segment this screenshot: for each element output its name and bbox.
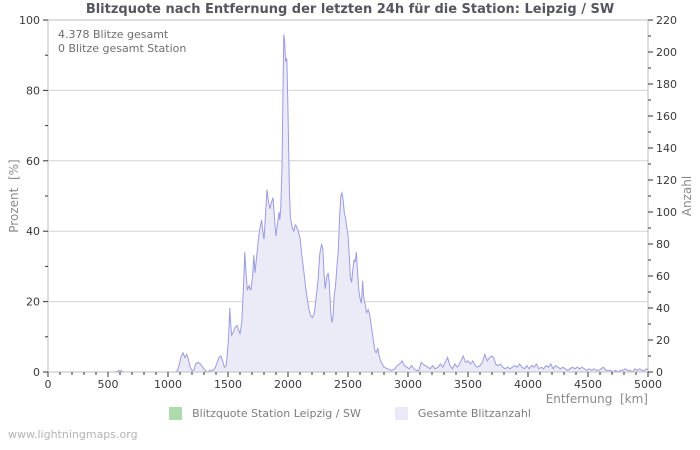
y-right-tick-label: 200 [656, 46, 677, 59]
y-right-tick-label: 180 [656, 78, 677, 91]
x-axis-tick-label: 4500 [574, 378, 602, 391]
chart-canvas: 0500100015002000250030003500400045005000… [0, 0, 700, 450]
y-right-tick-label: 100 [656, 206, 677, 219]
y-right-tick-label: 160 [656, 110, 677, 123]
y-left-tick-label: 80 [26, 84, 40, 97]
x-axis-tick-label: 500 [98, 378, 119, 391]
annotation-station-strikes: 0 Blitze gesamt Station [58, 42, 186, 56]
y-left-tick-label: 40 [26, 225, 40, 238]
legend: Blitzquote Station Leipzig / SW Gesamte … [0, 407, 700, 420]
y-right-tick-label: 60 [656, 270, 670, 283]
x-axis-tick-label: 1500 [214, 378, 242, 391]
y-left-tick-label: 60 [26, 155, 40, 168]
y-right-tick-label: 0 [656, 366, 663, 379]
page-title: Blitzquote nach Entfernung der letzten 2… [0, 2, 700, 17]
x-axis-tick-label: 2500 [334, 378, 362, 391]
chart-annotation: 4.378 Blitze gesamt 0 Blitze gesamt Stat… [58, 28, 186, 56]
x-axis-tick-label: 3000 [394, 378, 422, 391]
y-axis-title-left: Prozent [%] [7, 96, 21, 296]
legend-swatch-station-quota [169, 407, 182, 420]
x-axis-tick-label: 1000 [154, 378, 182, 391]
x-axis-tick-label: 2000 [274, 378, 302, 391]
x-axis-title: Entfernung [km] [546, 392, 648, 406]
y-right-tick-label: 120 [656, 174, 677, 187]
footer-watermark: www.lightningmaps.org [8, 428, 138, 441]
legend-label-total-count: Gesamte Blitzanzahl [418, 407, 531, 420]
y-right-tick-label: 80 [656, 238, 670, 251]
y-right-tick-label: 20 [656, 334, 670, 347]
y-right-tick-label: 140 [656, 142, 677, 155]
legend-swatch-total-count [395, 407, 408, 420]
legend-item-total-count: Gesamte Blitzanzahl [395, 407, 531, 420]
legend-label-station-quota: Blitzquote Station Leipzig / SW [192, 407, 361, 420]
lightning-distance-chart-page: 0500100015002000250030003500400045005000… [0, 0, 700, 450]
x-axis-tick-label: 5000 [634, 378, 662, 391]
y-axis-title-right: Anzahl [680, 96, 694, 296]
y-left-tick-label: 20 [26, 296, 40, 309]
y-right-tick-label: 40 [656, 302, 670, 315]
x-axis-tick-label: 3500 [454, 378, 482, 391]
x-axis-tick-label: 4000 [514, 378, 542, 391]
legend-item-station-quota: Blitzquote Station Leipzig / SW [169, 407, 361, 420]
y-left-tick-label: 0 [33, 366, 40, 379]
x-axis-tick-label: 0 [45, 378, 52, 391]
annotation-total-strikes: 4.378 Blitze gesamt [58, 28, 186, 42]
area-total-blitzanzahl [48, 34, 648, 372]
